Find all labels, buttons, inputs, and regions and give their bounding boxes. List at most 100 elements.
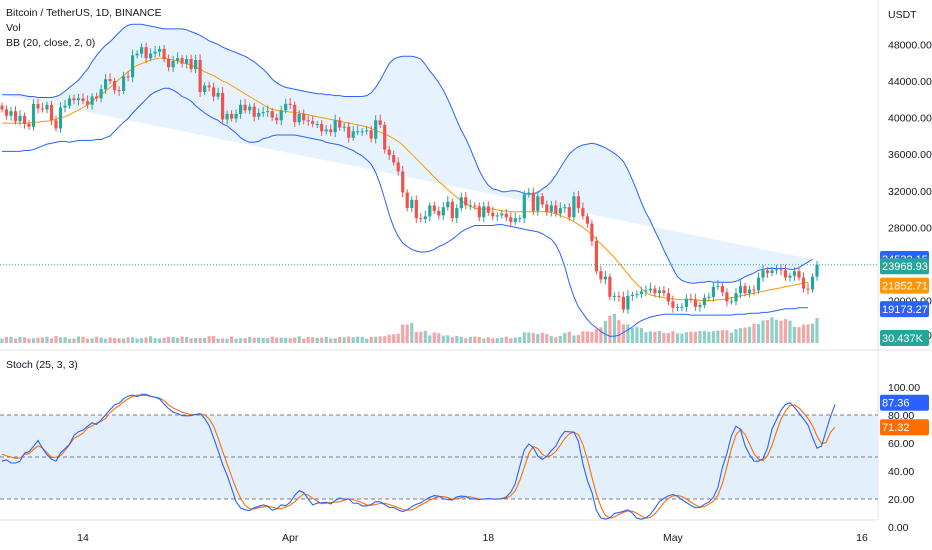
- volume-bar[interactable]: [396, 333, 400, 343]
- volume-bar[interactable]: [342, 337, 346, 343]
- candle[interactable]: [504, 213, 508, 218]
- volume-bar[interactable]: [36, 337, 40, 343]
- candle[interactable]: [324, 129, 328, 132]
- candle[interactable]: [167, 59, 171, 68]
- candle[interactable]: [635, 294, 639, 296]
- candle[interactable]: [261, 112, 265, 114]
- volume-bar[interactable]: [108, 337, 112, 343]
- candle[interactable]: [441, 207, 445, 216]
- candle[interactable]: [180, 58, 184, 64]
- volume-bar[interactable]: [513, 337, 517, 344]
- candle[interactable]: [383, 124, 387, 150]
- volume-bar[interactable]: [351, 337, 355, 343]
- candle[interactable]: [630, 295, 634, 296]
- candle[interactable]: [297, 113, 301, 123]
- volume-bar[interactable]: [585, 331, 589, 343]
- candle[interactable]: [27, 124, 31, 127]
- candle[interactable]: [779, 269, 783, 271]
- candle[interactable]: [738, 285, 743, 294]
- volume-bar[interactable]: [626, 324, 630, 343]
- candle[interactable]: [653, 288, 657, 294]
- candle[interactable]: [86, 101, 90, 105]
- candle[interactable]: [428, 205, 432, 217]
- candle[interactable]: [500, 213, 504, 216]
- candle[interactable]: [104, 79, 108, 90]
- candle[interactable]: [306, 120, 310, 122]
- volume-bar[interactable]: [144, 337, 148, 343]
- stoch-legend[interactable]: Stoch (25, 3, 3): [6, 359, 78, 371]
- volume-bar[interactable]: [531, 333, 535, 343]
- volume-bar[interactable]: [117, 338, 121, 343]
- volume-bar[interactable]: [63, 337, 67, 343]
- volume-bar[interactable]: [522, 332, 526, 343]
- volume-bar[interactable]: [315, 337, 319, 343]
- candle[interactable]: [531, 192, 535, 211]
- candle[interactable]: [81, 98, 85, 102]
- candle[interactable]: [360, 131, 364, 133]
- stoch-k-line[interactable]: [1, 393, 836, 520]
- candle[interactable]: [711, 286, 715, 297]
- volume-bar[interactable]: [140, 338, 144, 343]
- volume-bar[interactable]: [54, 336, 58, 343]
- volume-bar[interactable]: [338, 337, 342, 343]
- candle[interactable]: [401, 171, 405, 193]
- volume-bar[interactable]: [527, 332, 531, 344]
- volume-bar[interactable]: [707, 331, 711, 343]
- candle[interactable]: [162, 49, 166, 60]
- volume-bar[interactable]: [581, 331, 585, 343]
- candle[interactable]: [491, 212, 495, 217]
- volume-bar[interactable]: [770, 317, 774, 343]
- volume-bar[interactable]: [446, 335, 450, 343]
- stoch-d-line[interactable]: [1, 394, 836, 519]
- candle[interactable]: [419, 218, 423, 220]
- volume-bar[interactable]: [99, 337, 103, 344]
- candle[interactable]: [40, 108, 45, 110]
- volume-bar[interactable]: [162, 337, 166, 343]
- candle[interactable]: [666, 293, 670, 302]
- candle[interactable]: [644, 290, 648, 292]
- volume-bar[interactable]: [72, 338, 76, 344]
- volume-bar[interactable]: [725, 330, 729, 343]
- volume-bar[interactable]: [437, 333, 441, 343]
- candle[interactable]: [549, 205, 553, 212]
- volume-bar[interactable]: [189, 338, 193, 343]
- candle[interactable]: [315, 124, 319, 125]
- volume-bar[interactable]: [752, 323, 756, 343]
- volume-bar[interactable]: [297, 336, 301, 343]
- volume-bar[interactable]: [234, 338, 238, 343]
- volume-bar[interactable]: [545, 334, 549, 343]
- candle[interactable]: [284, 103, 288, 111]
- candle[interactable]: [554, 205, 558, 214]
- volume-bar[interactable]: [225, 338, 229, 343]
- volume-bar[interactable]: [720, 330, 724, 343]
- candle[interactable]: [108, 79, 112, 81]
- candle[interactable]: [477, 206, 481, 218]
- candle[interactable]: [689, 298, 693, 300]
- candle[interactable]: [774, 269, 779, 271]
- volume-bar[interactable]: [621, 324, 625, 343]
- candle[interactable]: [311, 121, 315, 124]
- volume-bar[interactable]: [216, 338, 220, 343]
- volume-bar[interactable]: [149, 336, 153, 343]
- volume-bar[interactable]: [612, 314, 616, 343]
- candle[interactable]: [545, 204, 549, 212]
- candle[interactable]: [248, 106, 252, 111]
- candle[interactable]: [698, 305, 702, 307]
- volume-bar[interactable]: [423, 330, 427, 343]
- candle[interactable]: [347, 126, 351, 138]
- candle[interactable]: [603, 276, 607, 280]
- volume-bar[interactable]: [27, 338, 31, 343]
- candle[interactable]: [410, 199, 414, 209]
- candle[interactable]: [234, 113, 238, 119]
- candle[interactable]: [4, 109, 9, 116]
- candle[interactable]: [680, 306, 684, 308]
- candle[interactable]: [797, 271, 801, 278]
- volume-legend[interactable]: Vol: [6, 22, 21, 34]
- candle[interactable]: [657, 290, 661, 294]
- candle[interactable]: [729, 301, 733, 303]
- candle[interactable]: [113, 81, 117, 91]
- volume-bar[interactable]: [572, 335, 576, 344]
- candle[interactable]: [482, 206, 486, 218]
- stoch-d-tag[interactable]: 71.32: [882, 422, 910, 434]
- candle[interactable]: [725, 292, 729, 302]
